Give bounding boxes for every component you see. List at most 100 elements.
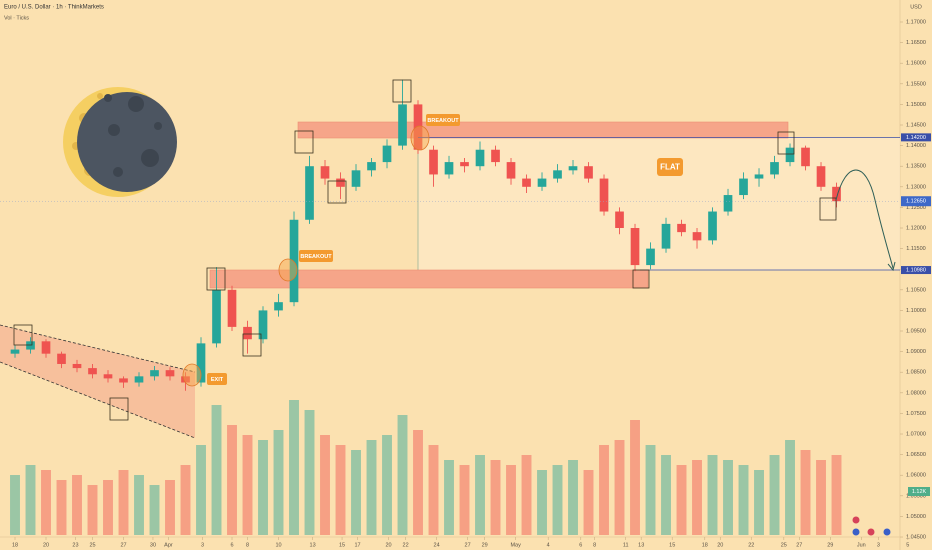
- candle-body: [739, 178, 748, 196]
- last-price-label: 1.12650: [906, 199, 926, 205]
- x-tick-label: 24: [434, 542, 440, 548]
- x-tick-label: 29: [827, 542, 833, 548]
- y-tick-label: 1.14500: [906, 122, 926, 128]
- symbol-title: Euro / U.S. Dollar · 1h · ThinkMarkets: [4, 5, 104, 11]
- x-tick-label: 6: [579, 542, 582, 548]
- volume-bar: [707, 455, 718, 535]
- candle-body: [274, 302, 283, 311]
- price-line-tag: [901, 133, 931, 142]
- candle-body: [72, 363, 82, 369]
- x-tick-label: 20: [43, 542, 49, 548]
- x-tick-label: 27: [465, 542, 471, 548]
- volume-bar: [754, 470, 764, 535]
- volume-bar: [351, 450, 361, 535]
- volume-bar: [227, 425, 237, 535]
- y-tick-label: 1.05000: [906, 514, 926, 520]
- x-tick-label: 18: [702, 542, 708, 548]
- volume-bar: [583, 470, 594, 535]
- volume-bar: [444, 460, 454, 535]
- volume-bar: [72, 475, 82, 535]
- x-tick-label: 4: [547, 542, 550, 548]
- candle-body: [103, 374, 113, 379]
- volume-bar: [769, 455, 780, 535]
- y-tick-label: 1.12500: [906, 205, 926, 211]
- y-tick-label: 1.07000: [906, 431, 926, 437]
- volume-bar: [630, 420, 640, 535]
- x-tick-label: 3: [877, 542, 880, 548]
- x-tick-label: 27: [120, 542, 126, 548]
- x-tick-label: Jun: [857, 542, 866, 548]
- x-tick-label: 20: [385, 542, 391, 548]
- x-tick-label: 15: [669, 542, 675, 548]
- candle-body: [801, 147, 810, 167]
- y-tick-label: 1.15500: [906, 81, 926, 87]
- candle-body: [770, 162, 779, 175]
- volume-label: 1.12K: [912, 489, 927, 495]
- volume-bar: [242, 435, 253, 535]
- volume-bar: [599, 445, 609, 535]
- x-tick-label: 13: [638, 542, 644, 548]
- candle-body: [258, 310, 268, 340]
- channel-line: [0, 324, 196, 373]
- y-tick-label: 1.06000: [906, 473, 926, 479]
- volume-bar: [413, 430, 423, 535]
- annotation: BREAKOUT: [300, 254, 332, 260]
- volume-bar: [490, 460, 501, 535]
- volume-bar: [180, 465, 191, 535]
- volume-bar: [320, 435, 330, 535]
- volume-bar: [459, 465, 470, 535]
- x-tick-label: 15: [339, 542, 345, 548]
- volume-bar: [475, 455, 485, 535]
- candle-body: [599, 178, 609, 212]
- candle-body: [212, 289, 221, 344]
- x-tick-label: 8: [246, 542, 249, 548]
- annotation: FLAT: [660, 163, 680, 172]
- volume-bar: [56, 480, 67, 535]
- volume-bar: [41, 470, 51, 535]
- candle-body: [150, 370, 159, 377]
- candle-body: [429, 149, 438, 175]
- candle-body: [677, 223, 686, 233]
- candle-body: [88, 368, 97, 375]
- annotation: BREAKOUT: [427, 118, 459, 124]
- y-tick-label: 1.16500: [906, 40, 926, 46]
- candle-body: [708, 211, 717, 241]
- candle-body: [475, 149, 485, 167]
- volume-bar: [289, 400, 299, 535]
- candle-body: [57, 353, 66, 364]
- candle-body: [584, 166, 593, 179]
- y-tick-label: 1.05500: [906, 493, 926, 499]
- candle-body: [398, 104, 407, 146]
- volume-bar: [552, 465, 563, 535]
- annotation-box: [426, 114, 460, 126]
- candle-body: [553, 170, 562, 179]
- currency-label: USD: [910, 4, 922, 10]
- flat-range: [418, 138, 900, 270]
- volume-bar: [816, 460, 826, 535]
- x-tick-label: 18: [12, 542, 18, 548]
- volume-bar: [118, 470, 129, 535]
- volume-bar: [676, 465, 687, 535]
- volume-tag: [908, 487, 930, 496]
- volume-bar: [723, 460, 733, 535]
- candle-body: [227, 289, 237, 327]
- x-tick-label: 25: [89, 542, 95, 548]
- y-tick-label: 1.16000: [906, 61, 926, 67]
- volume-bar: [335, 445, 346, 535]
- candle-body: [10, 349, 20, 354]
- highlight-boxes: [13, 79, 837, 421]
- annotation-box: [207, 373, 227, 385]
- forecast-arrow: [835, 169, 894, 269]
- candle-body: [568, 166, 578, 171]
- price-line-label: 1.14200: [906, 135, 926, 141]
- y-tick-label: 1.07500: [906, 411, 926, 417]
- volume-bar: [366, 440, 377, 535]
- volume-bar: [258, 440, 268, 535]
- volume-bar: [304, 410, 315, 535]
- volume-bar: [196, 445, 206, 535]
- event-icons: [852, 516, 891, 536]
- candle-body: [351, 170, 361, 187]
- candle-body: [165, 370, 175, 377]
- price-line-label: 1.10980: [906, 267, 926, 273]
- x-tick-label: 10: [275, 542, 281, 548]
